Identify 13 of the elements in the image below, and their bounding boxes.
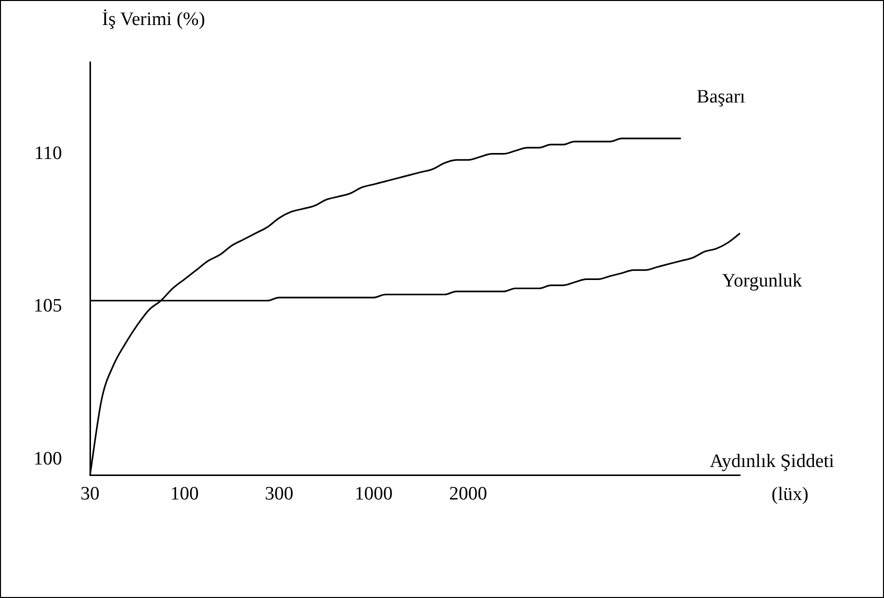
y-tick-label: 110 — [34, 142, 62, 164]
x-tick-label: 100 — [170, 483, 199, 504]
y-tick-label: 100 — [34, 448, 62, 470]
y-tick-label: 105 — [34, 296, 62, 317]
x-tick-label: 300 — [264, 483, 294, 504]
x-tick-label: 30 — [80, 483, 100, 504]
series-label: Başarı — [696, 86, 746, 108]
x-tick-label: 2000 — [449, 483, 488, 504]
x-tick-label: 1000 — [354, 483, 393, 504]
text: (lüx) — [772, 484, 808, 505]
y-axis-title: İş Verimi (%) — [102, 8, 206, 30]
series-label: Yorgunluk — [722, 270, 803, 292]
x-axis-title: Aydınlık Şiddeti — [710, 450, 834, 472]
